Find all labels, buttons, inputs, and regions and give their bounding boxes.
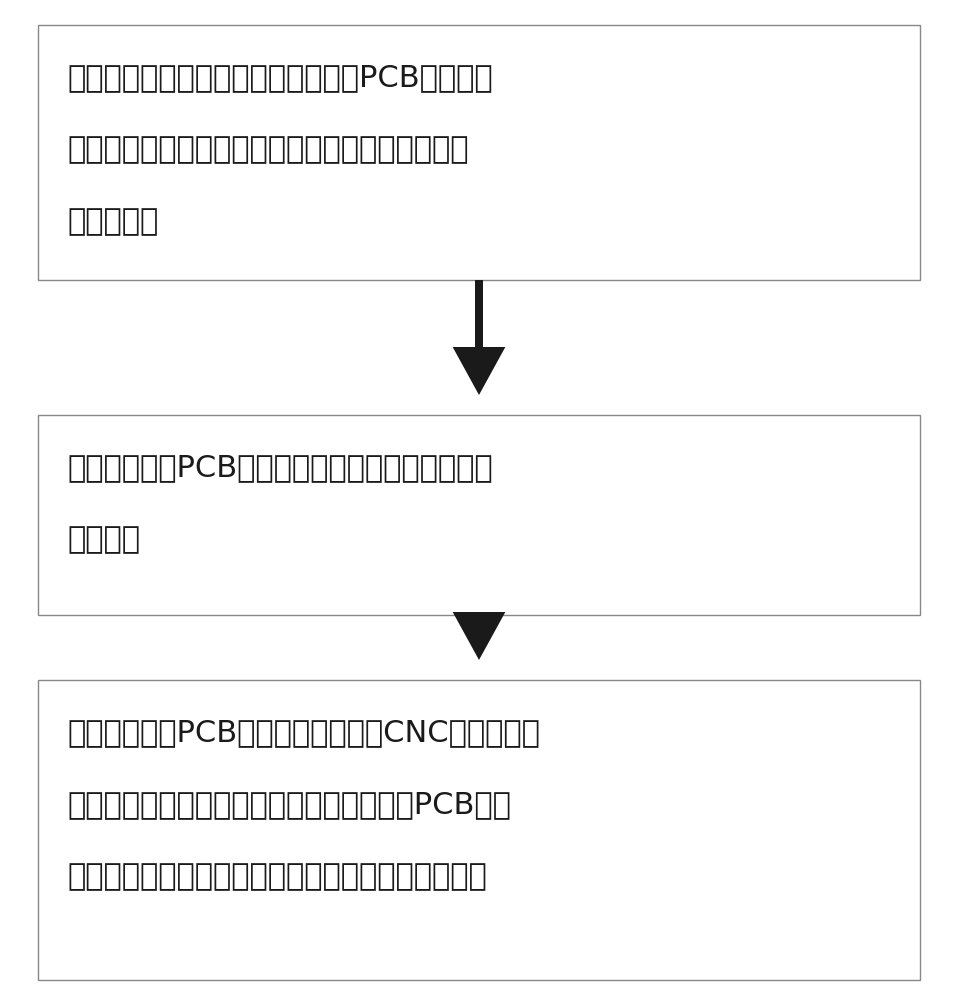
- Text: 蚀刻处理: 蚀刻处理: [67, 525, 140, 554]
- FancyBboxPatch shape: [38, 680, 920, 980]
- Text: 加工台面上，采用具有排屑槽的丝攻对所述PCB板的: 加工台面上，采用具有排屑槽的丝攻对所述PCB板的: [67, 790, 511, 819]
- Text: 通孔进行攻丝，得到用于固定所述散热铜块的螺纹孔: 通孔进行攻丝，得到用于固定所述散热铜块的螺纹孔: [67, 862, 487, 891]
- Polygon shape: [452, 347, 506, 395]
- Polygon shape: [452, 612, 506, 660]
- Polygon shape: [475, 612, 483, 615]
- FancyBboxPatch shape: [38, 415, 920, 615]
- Polygon shape: [475, 280, 483, 347]
- Text: 蚀刻：将所述PCB板上的所述通孔周边的铜皮进行: 蚀刻：将所述PCB板上的所述通孔周边的铜皮进行: [67, 453, 492, 482]
- Text: 散热铜块的位置进行钇孔，得到用于固定所述散热: 散热铜块的位置进行钇孔，得到用于固定所述散热: [67, 135, 468, 164]
- Text: 钇孔：采用滚珠式钇机对带有铜皮的PCB板上陕嵌: 钇孔：采用滚珠式钇机对带有铜皮的PCB板上陕嵌: [67, 63, 492, 92]
- Text: 攻丝：将所述PCB板通过夹具固定在CNC数控机床的: 攻丝：将所述PCB板通过夹具固定在CNC数控机床的: [67, 718, 540, 747]
- Text: 铜块的通孔: 铜块的通孔: [67, 207, 158, 236]
- FancyBboxPatch shape: [38, 25, 920, 280]
